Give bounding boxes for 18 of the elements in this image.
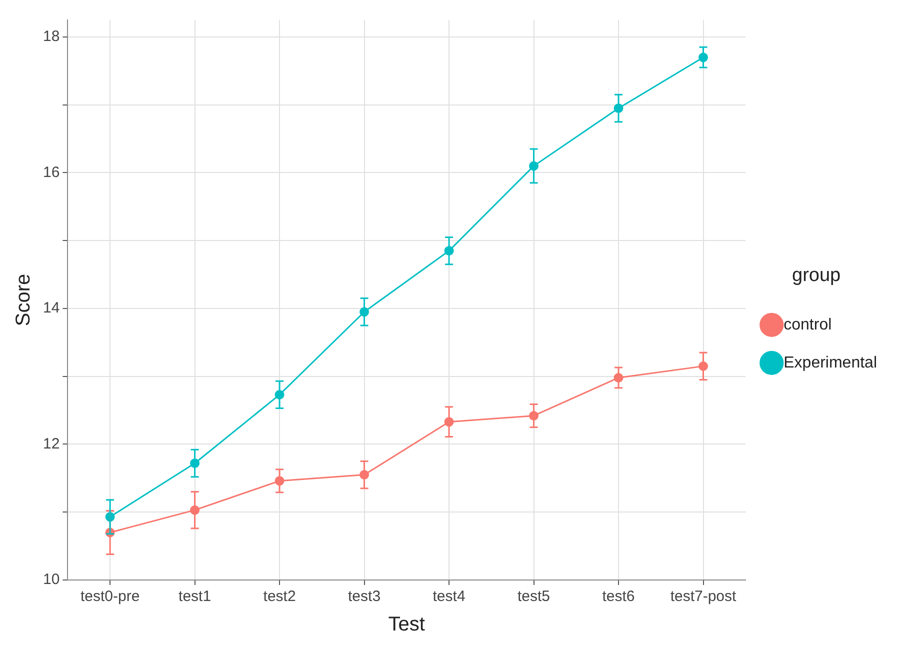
y-tick-label: 10 [42,571,60,588]
x-axis-title: Test [388,614,426,636]
legend-label: Experimental [784,354,877,372]
x-tick-label: test7-post [670,588,738,606]
y-axis-title: Score [12,274,35,326]
x-tick-label: test5 [518,588,550,606]
x-tick-label: test6 [602,588,635,606]
x-tick-label: test2 [263,588,296,606]
y-tick-label: 12 [42,435,60,452]
legend-label: control [784,316,832,334]
y-tick-label: 14 [42,300,60,317]
x-tick-label: test0-pre [80,588,140,606]
legend-title: group [792,264,841,286]
x-tick-label: test1 [178,588,212,606]
y-tick-label: 16 [42,164,60,181]
y-tick-label: 18 [42,28,60,46]
x-tick-label: test4 [432,588,466,606]
x-tick-label: test3 [348,588,381,606]
